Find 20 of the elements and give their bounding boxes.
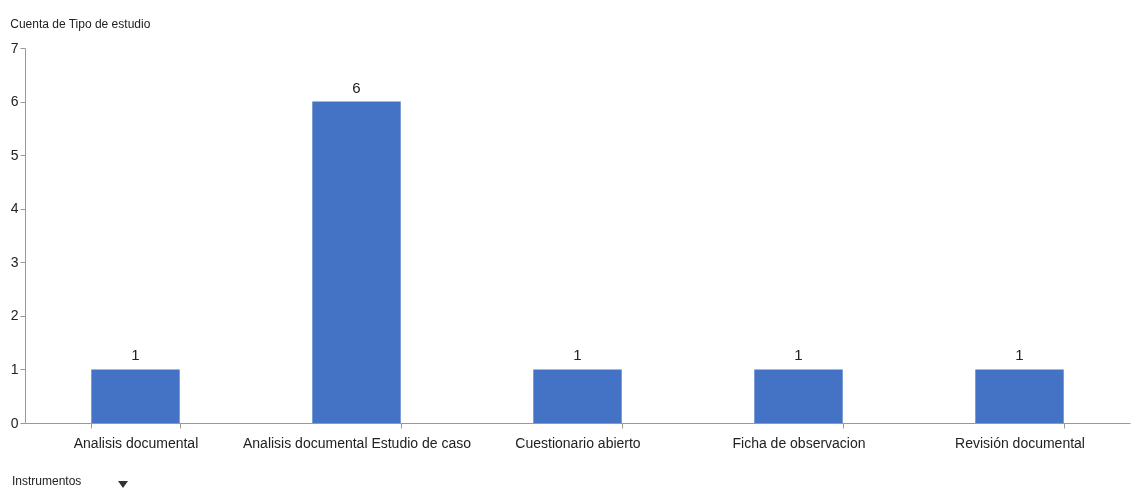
y-tick-label: 0 xyxy=(10,414,19,431)
text: Instrumentos xyxy=(12,474,82,488)
x-tick-label: Ficha de observacion xyxy=(732,434,866,451)
x-tick-label: Analisis documental xyxy=(73,434,199,451)
data-label: 1 xyxy=(573,346,582,364)
y-tick-label: 7 xyxy=(10,39,19,56)
y-tick-label: 3 xyxy=(10,253,19,270)
x-tick-label: Revisión documental xyxy=(955,434,1085,451)
y-tick-label: 6 xyxy=(10,93,19,110)
y-tick-label: 2 xyxy=(10,307,19,324)
x-tick-label: Cuestionario abierto xyxy=(515,434,641,451)
data-label: 1 xyxy=(1015,346,1024,364)
x-tick-label: Analisis documental Estudio de caso xyxy=(242,434,472,451)
y-tick-label: 4 xyxy=(10,200,19,217)
y-tick-label: 5 xyxy=(10,146,19,163)
data-label: 1 xyxy=(131,346,140,364)
data-label: 6 xyxy=(352,78,361,96)
chart-title: Cuenta de Tipo de estudio xyxy=(10,17,151,31)
y-tick-label: 1 xyxy=(10,360,19,377)
data-label: 1 xyxy=(794,346,803,364)
